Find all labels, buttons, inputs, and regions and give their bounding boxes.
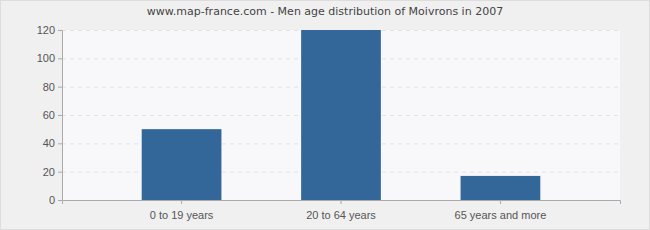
bar xyxy=(461,176,541,200)
y-tick: 60 xyxy=(43,109,62,121)
y-tick-mark xyxy=(58,143,62,144)
y-tick-mark xyxy=(58,200,62,201)
y-tick: 40 xyxy=(43,137,62,149)
background xyxy=(1,1,650,230)
bar xyxy=(301,30,381,200)
title: www.map-france.com - Men age distributio… xyxy=(147,5,503,18)
y-axis-line xyxy=(58,31,63,201)
x-tick: 65 years and more xyxy=(455,200,547,221)
y-tick-label: 120 xyxy=(37,24,55,36)
y-tick: 80 xyxy=(43,81,62,93)
y-tick: 0 xyxy=(49,194,62,206)
y-tick-label: 20 xyxy=(43,166,55,178)
y-tick-label: 0 xyxy=(49,194,55,206)
x-axis-line xyxy=(63,201,621,205)
x-tick-label: 65 years and more xyxy=(455,209,547,221)
plot-area xyxy=(62,30,620,200)
x-tick-mark xyxy=(341,200,342,204)
y-tick-mark xyxy=(58,172,62,173)
y-tick-label: 80 xyxy=(43,81,55,93)
x-tick-label: 20 to 64 years xyxy=(306,209,376,221)
x-axis: 0 to 19 years 20 to 64 years 65 years and … xyxy=(63,200,621,221)
bars xyxy=(142,30,541,200)
x-tick-label: 0 to 19 years xyxy=(150,209,214,221)
y-axis: 0 20 40 60 80 100 120 xyxy=(37,24,63,206)
x-tick-mark xyxy=(500,200,501,204)
y-tick-mark xyxy=(58,58,62,59)
chart: www.map-france.com - Men age distributio… xyxy=(0,0,650,230)
plot: 0 20 40 60 80 100 120 0 to 19 years 20 to 64 yea… xyxy=(37,24,621,221)
y-tick-label: 40 xyxy=(43,137,55,149)
x-tick-mark xyxy=(181,200,182,204)
y-tick: 120 xyxy=(37,24,62,36)
y-tick-mark xyxy=(58,87,62,88)
y-tick: 20 xyxy=(43,166,62,178)
x-tick: 0 to 19 years xyxy=(150,200,214,221)
y-tick-mark xyxy=(58,115,62,116)
bar xyxy=(142,129,222,200)
y-tick: 100 xyxy=(37,52,62,64)
x-tick: 20 to 64 years xyxy=(306,200,376,221)
y-tick-label: 100 xyxy=(37,52,55,64)
grid xyxy=(62,31,620,201)
y-tick-label: 60 xyxy=(43,109,55,121)
y-tick-mark xyxy=(58,30,62,31)
